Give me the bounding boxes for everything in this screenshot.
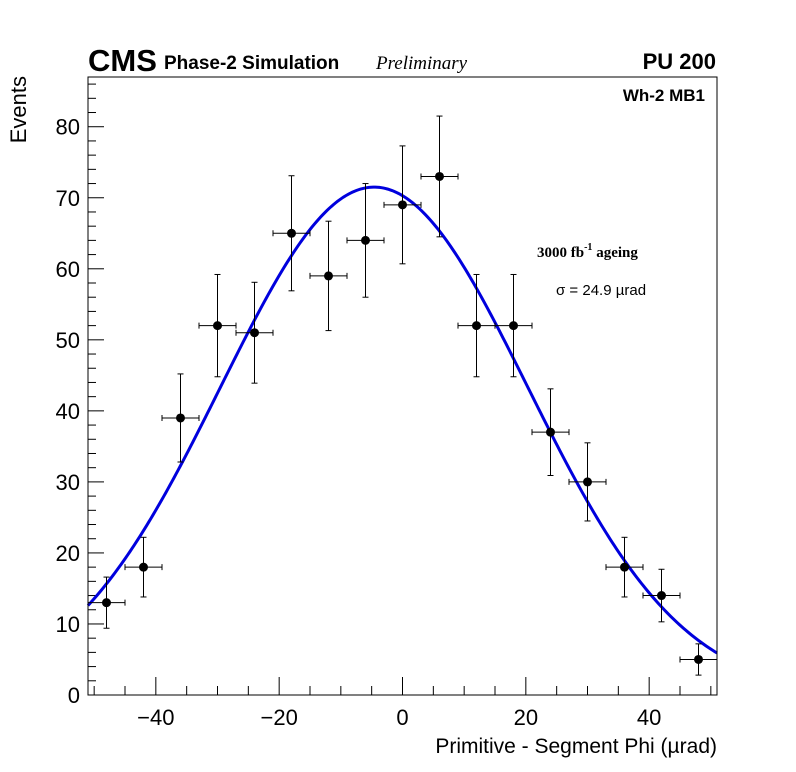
ageing-suffix: ageing <box>592 245 638 261</box>
data-point <box>568 442 607 522</box>
y-tick-label: 10 <box>56 612 80 637</box>
data-point-marker <box>509 321 518 331</box>
data-point <box>161 373 200 463</box>
status-label: Preliminary <box>375 53 468 74</box>
data-point-marker <box>176 413 185 423</box>
data-point-marker <box>361 235 370 245</box>
data-point <box>124 536 163 598</box>
data-point-marker <box>287 228 296 238</box>
data-point-marker <box>324 271 333 281</box>
x-tick-label: 0 <box>396 705 408 730</box>
y-tick-label: 30 <box>56 470 80 495</box>
x-tick-label: −20 <box>261 705 298 730</box>
data-point-marker <box>472 321 481 331</box>
data-point <box>420 115 459 238</box>
data-point <box>605 536 644 598</box>
y-tick-label: 50 <box>56 328 80 353</box>
data-point-marker <box>583 477 592 487</box>
station-label: Wh-2 MB1 <box>623 86 705 105</box>
ageing-label: 3000 fb-1 ageing <box>537 242 638 261</box>
ageing-exponent: -1 <box>584 242 592 253</box>
data-point-marker <box>620 562 629 572</box>
x-tick-label: 20 <box>514 705 538 730</box>
data-point <box>87 576 126 629</box>
x-axis-title: Primitive - Segment Phi (µrad) <box>435 735 717 758</box>
subtitle-label: Phase-2 Simulation <box>164 53 339 74</box>
data-point <box>679 643 718 676</box>
x-tick-label: 40 <box>637 705 661 730</box>
y-tick-label: 20 <box>56 541 80 566</box>
data-point-marker <box>435 171 444 181</box>
y-axis-title: Events <box>6 76 31 143</box>
x-tick-label: −40 <box>137 705 174 730</box>
data-point-marker <box>657 591 666 601</box>
data-point <box>531 388 570 477</box>
pileup-label: PU 200 <box>643 49 716 74</box>
data-point <box>383 145 422 265</box>
ageing-value: 3000 fb <box>537 245 584 261</box>
data-point <box>272 175 311 292</box>
y-tick-label: 70 <box>56 186 80 211</box>
data-point-marker <box>250 328 259 338</box>
data-point <box>642 568 681 623</box>
experiment-label: CMS <box>88 43 157 78</box>
y-tick-label: 0 <box>68 683 80 708</box>
data-point <box>457 273 496 378</box>
data-point <box>198 273 237 378</box>
data-point <box>235 281 274 384</box>
data-point-marker <box>102 598 111 608</box>
data-point <box>346 183 385 298</box>
data-point-marker <box>546 427 555 437</box>
data-points-layer <box>87 115 718 676</box>
data-point-marker <box>213 321 222 331</box>
data-point-marker <box>139 562 148 572</box>
axes: 0 10 20 30 40 50 60 70 80 −40 −20 0 20 40 <box>56 83 712 730</box>
y-tick-label: 80 <box>56 115 80 140</box>
plot-frame <box>87 76 718 696</box>
data-point-marker <box>694 654 703 664</box>
sigma-label: σ = 24.9 µrad <box>556 282 646 299</box>
y-tick-label: 40 <box>56 399 80 424</box>
data-point <box>309 220 348 332</box>
data-point-marker <box>398 200 407 210</box>
data-point <box>494 273 533 378</box>
y-tick-label: 60 <box>56 257 80 282</box>
